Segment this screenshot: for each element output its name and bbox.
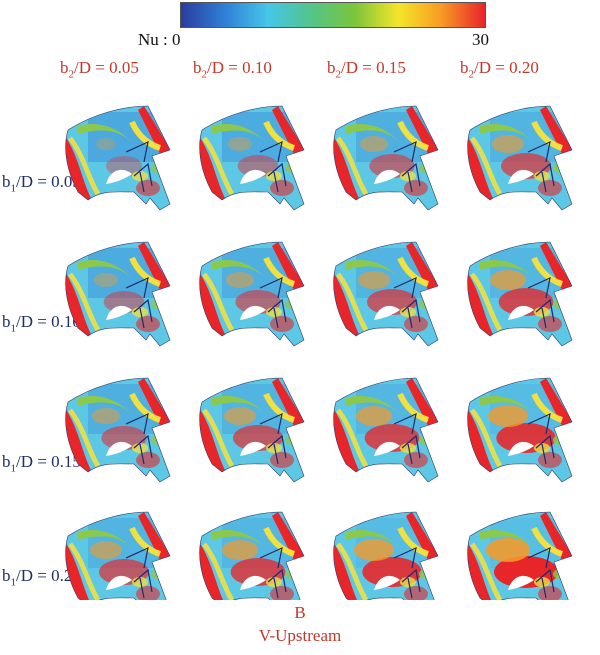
contour-panel-r3-c2 — [199, 377, 305, 483]
row-header-b1-015: b1/D = 0.15 — [2, 452, 81, 475]
nusselt-contour-grid — [65, 105, 573, 600]
contour-panel-r4-c3 — [333, 511, 439, 600]
contour-panel-r3-c1 — [65, 377, 171, 483]
row-header-b1-010: b1/D = 0.10 — [2, 312, 81, 335]
contour-panel-r2-c4 — [467, 241, 573, 347]
contour-panel-r4-c2 — [199, 511, 305, 600]
column-header-b2-020: b2/D = 0.20 — [460, 58, 539, 81]
contour-panel-r3-c3 — [333, 377, 439, 483]
contour-panel-r2-c2 — [199, 241, 305, 347]
column-header-b2-015: b2/D = 0.15 — [327, 58, 406, 81]
colorbar-max-label: 30 — [472, 30, 489, 49]
contour-panel-r1-c4 — [467, 105, 573, 211]
contour-panel-r4-c4 — [467, 511, 573, 600]
contour-panel-r1-c1 — [65, 105, 171, 211]
contour-panel-r4-c1 — [65, 511, 171, 600]
contour-panel-r2-c3 — [333, 241, 439, 347]
column-header-b2-010: b2/D = 0.10 — [193, 58, 272, 81]
row-header-b1-005: b1/D = 0.05 — [2, 172, 81, 195]
contour-panel-r1-c3 — [333, 105, 439, 211]
contour-panel-r3-c4 — [467, 377, 573, 483]
contour-panel-r1-c2 — [199, 105, 305, 211]
caption-configuration: V-Upstream — [258, 626, 342, 645]
nu-colorbar — [180, 2, 486, 28]
contour-panel-r2-c1 — [65, 241, 171, 347]
caption-case: B — [294, 603, 306, 622]
colorbar-min-label: Nu : 0 — [138, 30, 181, 49]
column-header-b2-005: b2/D = 0.05 — [60, 58, 139, 81]
row-header-b1-020: b1/D = 0.20 — [2, 566, 81, 589]
